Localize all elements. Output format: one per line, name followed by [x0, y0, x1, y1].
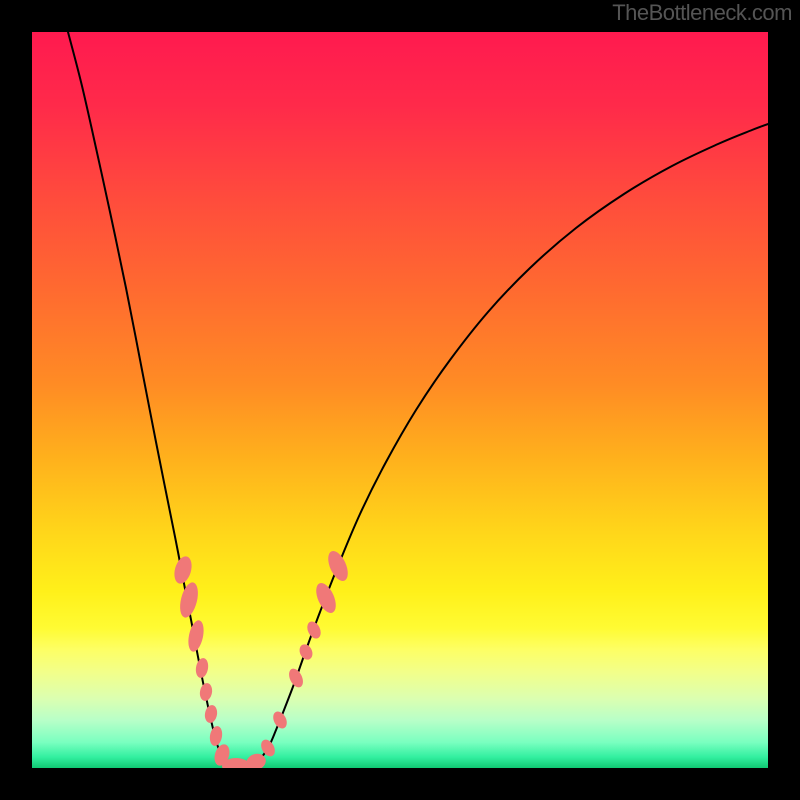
gradient-background [32, 32, 768, 768]
watermark-text: TheBottleneck.com [612, 0, 792, 26]
chart-container: TheBottleneck.com [0, 0, 800, 800]
chart-svg [0, 0, 800, 800]
